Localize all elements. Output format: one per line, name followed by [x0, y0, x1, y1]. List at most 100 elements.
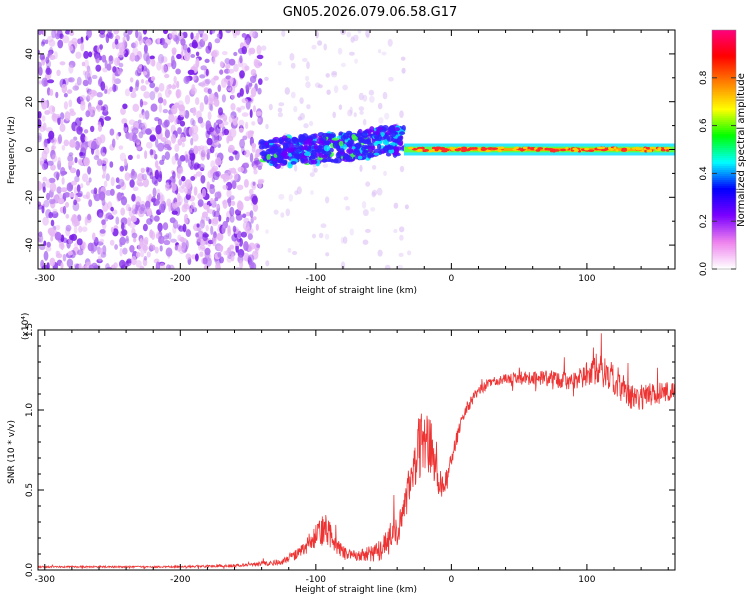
heatmap-cell [48, 39, 56, 47]
heatmap-cell [86, 68, 92, 78]
heatmap-cell [66, 89, 73, 94]
heatmap-cell [114, 38, 119, 45]
colorbar-segment [712, 83, 736, 87]
heatmap-cell [183, 126, 188, 137]
heatmap-cell [138, 64, 143, 69]
heatmap-cell [99, 134, 106, 144]
heatmap-cell [299, 97, 304, 104]
heatmap-cell [38, 135, 42, 143]
heatmap-cell [168, 89, 172, 95]
heatmap-cell [200, 81, 206, 88]
heatmap-cell [129, 52, 136, 62]
heatmap-cell [190, 87, 197, 95]
heatmap-cell [219, 61, 224, 68]
heatmap-cell [132, 103, 140, 113]
colorbar-segment [712, 127, 736, 131]
heatmap-cell [235, 30, 241, 36]
heatmap-cell [304, 151, 311, 157]
heatmap-cell [252, 216, 257, 221]
heatmap-cell [491, 147, 498, 150]
heatmap-cell [266, 154, 271, 161]
heatmap-cell [213, 98, 220, 107]
colorbar-segment [712, 133, 736, 137]
heatmap-cell [371, 165, 377, 170]
heatmap-cell [51, 30, 57, 39]
heatmap-cell [53, 171, 61, 179]
colorbar-segment [712, 121, 736, 125]
heatmap-cell [85, 110, 91, 118]
heatmap-cell [333, 85, 339, 94]
heatmap-cell [137, 182, 144, 187]
heatmap-cell [118, 145, 124, 150]
heatmap-cell [127, 217, 131, 227]
heatmap-cell [241, 112, 249, 117]
heatmap-cell [257, 115, 264, 125]
x-tick-label: 100 [578, 274, 595, 284]
colorbar-segment [712, 177, 736, 180]
heatmap-cell [132, 186, 139, 192]
heatmap-cell [401, 67, 406, 74]
heatmap-cell [55, 33, 60, 40]
heatmap-cell [349, 106, 353, 115]
heatmap-cell [101, 219, 106, 226]
colorbar-segment [712, 209, 736, 212]
heatmap-cell [95, 64, 102, 72]
heatmap-cell [253, 157, 260, 164]
heatmap-cell [120, 107, 126, 116]
heatmap-cell [229, 195, 235, 201]
heatmap-cell [80, 101, 86, 111]
heatmap-cell [163, 30, 168, 35]
colorbar-segment [712, 243, 736, 246]
heatmap-cell [41, 264, 49, 269]
snr-y-multiplier: (x10⁴) [21, 313, 31, 340]
heatmap-cell [378, 117, 384, 124]
colorbar-segment [712, 205, 736, 208]
heatmap-cell [199, 102, 204, 112]
heatmap-cell [122, 247, 128, 255]
heatmap-cell [123, 31, 128, 38]
heatmap-cell [225, 63, 231, 69]
heatmap-cell [323, 145, 331, 152]
heatmap-cell [134, 54, 140, 62]
heatmap-cell [239, 260, 244, 269]
heatmap-cell [76, 126, 83, 135]
heatmap-cell [377, 102, 383, 110]
heatmap-cell [145, 38, 152, 46]
heatmap-cell [82, 194, 90, 199]
heatmap-cell [139, 113, 143, 118]
heatmap-cell [236, 184, 244, 191]
heatmap-cell [393, 127, 401, 132]
colorbar-segment [712, 79, 736, 83]
heatmap-cell [136, 146, 143, 152]
heatmap-cell [139, 265, 145, 269]
heatmap-cell [151, 58, 156, 67]
colorbar-segment [712, 143, 736, 147]
heatmap-cell [241, 33, 247, 38]
heatmap-cell [285, 208, 291, 217]
heatmap-cell [143, 91, 151, 99]
heatmap-cell [192, 75, 196, 82]
x-tick-label: -300 [35, 575, 56, 585]
colorbar-segment [712, 111, 736, 115]
heatmap-cell [358, 106, 365, 112]
heatmap-cell [257, 87, 262, 95]
heatmap-cell [184, 218, 189, 224]
heatmap-cell [85, 87, 90, 93]
heatmap-cell [124, 88, 131, 97]
heatmap-cell [187, 69, 195, 76]
heatmap-cell [161, 122, 168, 128]
heatmap-cell [241, 62, 248, 73]
heatmap-cell [190, 118, 195, 126]
heatmap-cell [290, 161, 297, 165]
heatmap-cell [393, 202, 399, 209]
heatmap-cell [228, 58, 236, 66]
heatmap-cell [200, 240, 206, 246]
heatmap-cell [210, 225, 214, 235]
heatmap-cell [42, 186, 46, 193]
heatmap-cell [215, 263, 221, 269]
heatmap-cell [481, 147, 488, 151]
heatmap-cell [60, 240, 64, 251]
heatmap-cell [166, 198, 172, 207]
